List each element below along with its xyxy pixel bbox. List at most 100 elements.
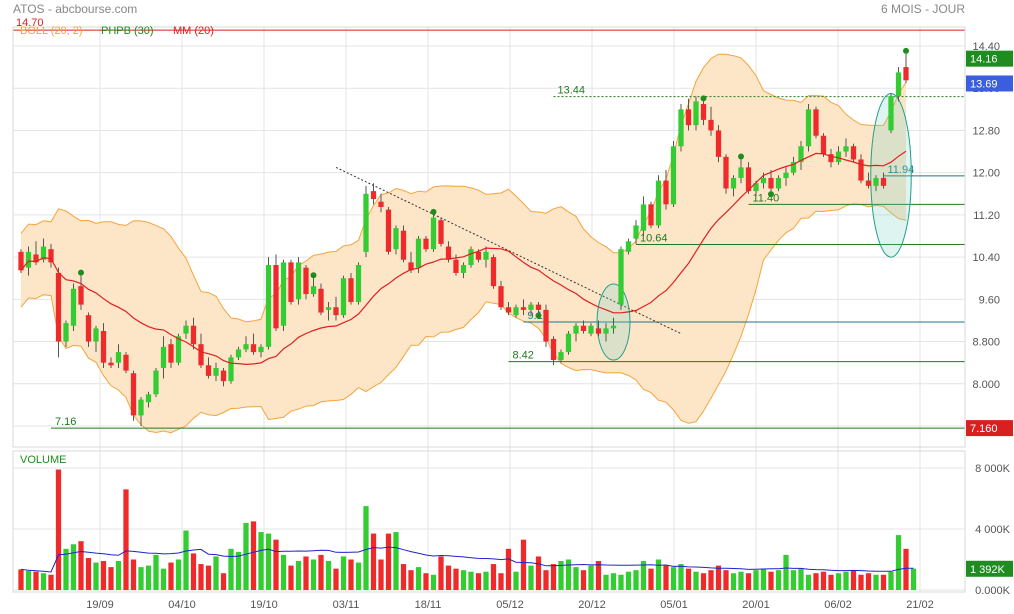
price-tick-label: 10.40 xyxy=(972,252,1000,264)
volume-bar xyxy=(513,571,519,590)
candle-body xyxy=(880,177,887,186)
volume-bar xyxy=(123,489,129,590)
volume-bar xyxy=(723,570,729,590)
candle-body xyxy=(873,177,879,186)
candle-body xyxy=(378,201,384,207)
volume-bar xyxy=(640,561,647,590)
candle-body xyxy=(115,352,122,363)
candle-body xyxy=(348,278,354,302)
candle-body xyxy=(340,278,347,316)
volume-bar xyxy=(228,548,234,590)
volume-bar xyxy=(490,564,497,590)
candle-body xyxy=(235,349,242,358)
volume-tick-label: 8 000K xyxy=(975,463,1011,475)
candle-body xyxy=(453,259,459,273)
volume-bar xyxy=(730,573,737,590)
candle-body xyxy=(543,309,549,342)
price-tag xyxy=(966,75,1013,92)
volume-bar xyxy=(843,571,849,590)
volume-bar xyxy=(33,571,39,590)
volume-bar xyxy=(280,554,287,590)
volume-bar xyxy=(355,562,362,590)
volume-bar xyxy=(648,568,654,590)
candle-body xyxy=(715,130,722,157)
volume-bar xyxy=(288,565,294,590)
volume-bar xyxy=(183,530,189,590)
candle-body xyxy=(18,251,24,271)
volume-bar xyxy=(468,571,474,590)
volume-bar xyxy=(625,571,632,590)
candle-body xyxy=(138,399,144,416)
candle-body xyxy=(790,162,797,173)
price-tick-label: 11.20 xyxy=(973,210,1000,222)
candle-body xyxy=(438,220,444,244)
time-tick-label: 19/10 xyxy=(250,599,278,611)
candle-body xyxy=(183,325,189,334)
volume-bar xyxy=(543,570,549,590)
volume-bar xyxy=(850,570,857,590)
candle-body xyxy=(625,241,632,252)
level-label: 11.40 xyxy=(753,192,780,204)
candle-body xyxy=(550,338,557,361)
candle-body xyxy=(303,267,309,295)
volume-bar xyxy=(303,556,309,590)
time-tick-label: 06/02 xyxy=(824,599,852,611)
volume-bar xyxy=(340,556,347,590)
volume-bar xyxy=(805,574,812,590)
volume-title: VOLUME xyxy=(20,454,66,466)
candle-body xyxy=(565,333,572,353)
phpb-marker xyxy=(903,47,909,54)
volume-bar xyxy=(888,571,894,590)
legend-mm: MM (20) xyxy=(173,25,214,37)
ticker-source: ATOS - abcbourse.com xyxy=(13,2,137,16)
price-panel-frame xyxy=(12,26,966,448)
candle-body xyxy=(258,346,264,353)
volume-bar xyxy=(775,570,782,590)
volume-bar xyxy=(265,533,272,590)
volume-bar xyxy=(880,574,887,590)
candle-body xyxy=(40,246,47,260)
candle-body xyxy=(708,119,714,131)
price-tag-label: 13.69 xyxy=(970,78,998,90)
volume-bar xyxy=(520,539,527,590)
candle-body xyxy=(558,352,564,361)
volume-bar xyxy=(258,532,264,590)
level-label: 13.44 xyxy=(558,85,586,97)
candle-body xyxy=(475,251,482,260)
candle-body xyxy=(595,328,602,334)
phpb-marker xyxy=(535,312,542,319)
candle-body xyxy=(685,109,692,126)
price-tick-label: 12.00 xyxy=(972,168,1000,180)
volume-bar xyxy=(663,565,669,590)
candle-body xyxy=(513,307,519,316)
volume-bar xyxy=(655,559,662,590)
price-tag xyxy=(966,420,1013,437)
candle-body xyxy=(175,336,182,363)
volume-bar xyxy=(610,573,617,590)
candle-body xyxy=(573,325,579,334)
phpb-marker xyxy=(310,272,317,279)
candle-body xyxy=(385,209,392,252)
candle-body xyxy=(333,307,339,316)
bollinger-upper xyxy=(20,53,907,323)
candle-body xyxy=(423,238,429,250)
volume-bar xyxy=(550,564,557,590)
candle-body xyxy=(100,331,107,363)
candle-body xyxy=(370,191,377,200)
volume-bar xyxy=(865,573,872,590)
candle-body xyxy=(490,257,497,287)
candle-body xyxy=(520,307,527,310)
volume-bar xyxy=(393,532,399,590)
volume-bar xyxy=(430,574,437,590)
volume-bar xyxy=(108,567,114,590)
volume-bar xyxy=(895,535,902,590)
candle-body xyxy=(528,304,534,310)
candle-body xyxy=(363,193,369,252)
volume-bar xyxy=(603,574,609,590)
volume-bar xyxy=(903,548,909,590)
candle-body xyxy=(198,344,204,366)
volume-bar xyxy=(145,565,152,590)
level-label: 7.16 xyxy=(55,416,76,428)
candle-body xyxy=(445,246,452,260)
volume-bar xyxy=(768,571,774,590)
